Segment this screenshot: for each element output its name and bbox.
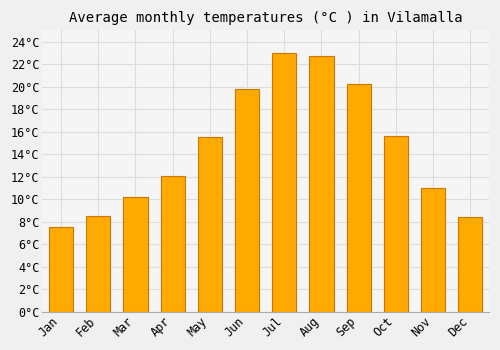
Bar: [384, 136, 408, 312]
Bar: [272, 53, 296, 312]
Bar: [160, 176, 184, 312]
Bar: [198, 137, 222, 312]
Bar: [124, 197, 148, 312]
Bar: [235, 89, 259, 312]
Bar: [86, 216, 110, 312]
Bar: [421, 188, 445, 312]
Bar: [49, 228, 73, 312]
Bar: [458, 217, 482, 312]
Title: Average monthly temperatures (°C ) in Vilamalla: Average monthly temperatures (°C ) in Vi…: [69, 11, 462, 25]
Bar: [310, 56, 334, 312]
Bar: [346, 84, 371, 312]
